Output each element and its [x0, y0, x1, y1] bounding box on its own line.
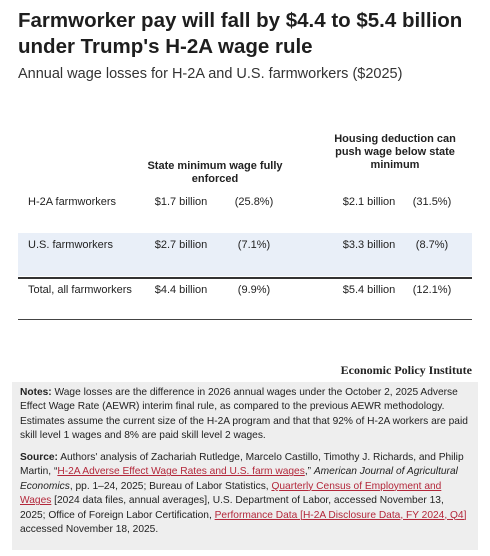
source-label: Source:	[20, 452, 58, 463]
source-text: ,”	[304, 466, 314, 478]
state-min-value: $4.4 billion	[154, 284, 208, 296]
notes-text: Wage losses are the difference in 2026 a…	[20, 387, 468, 442]
notes-paragraph: Notes: Wage losses are the difference in…	[20, 386, 472, 444]
table-row-total: Total, all farmworkers $4.4 billion (9.9…	[18, 278, 472, 321]
source-link-performance-data[interactable]: Performance Data [H-2A Disclosure Data, …	[214, 509, 467, 521]
brand-logo-text: Economic Policy Institute	[340, 363, 472, 377]
source-text: [2024 data files, annual averages], U.S.…	[20, 495, 444, 521]
notes-label: Notes:	[20, 387, 52, 398]
source-text: , pp. 1–24, 2025; Bureau of Labor Statis…	[69, 480, 272, 492]
table-bottom-rule	[18, 319, 472, 320]
housing-value: $5.4 billion	[342, 284, 396, 296]
source-paragraph: Source: Authors' analysis of Zachariah R…	[20, 451, 472, 537]
source-text: accessed November 18, 2025.	[20, 524, 159, 536]
state-min-percent: (9.9%)	[237, 284, 271, 296]
state-min-percent: (25.8%)	[234, 196, 274, 208]
housing-percent: (12.1%)	[412, 284, 452, 296]
table-row: U.S. farmworkers $2.7 billion (7.1%) $3.…	[18, 233, 472, 276]
state-min-percent: (7.1%)	[237, 239, 271, 251]
table-row: H-2A farmworkers $1.7 billion (25.8%) $2…	[18, 190, 472, 233]
column-header-state-minimum: State minimum wage fully enforced	[147, 160, 283, 185]
row-label: Total, all farmworkers	[28, 284, 132, 296]
total-divider	[18, 277, 472, 279]
housing-percent: (31.5%)	[412, 196, 452, 208]
row-label: H-2A farmworkers	[28, 196, 117, 208]
state-min-value: $2.7 billion	[154, 239, 208, 251]
row-label: U.S. farmworkers	[28, 239, 113, 251]
state-min-value: $1.7 billion	[154, 196, 208, 208]
journal-name: American Journal of Agricultural Economi…	[20, 466, 458, 492]
notes-panel	[12, 382, 478, 550]
source-link-qcew[interactable]: Quarterly Census of Employment and Wages	[20, 480, 442, 507]
housing-value: $3.3 billion	[342, 239, 396, 251]
housing-value: $2.1 billion	[342, 196, 396, 208]
chart-subtitle: Annual wage losses for H-2A and U.S. far…	[18, 66, 403, 82]
chart-title: Farmworker pay will fall by $4.4 to $5.4…	[18, 9, 463, 58]
housing-percent: (8.7%)	[415, 239, 449, 251]
source-link-aewr-paper[interactable]: H-2A Adverse Effect Wage Rates and U.S. …	[57, 466, 305, 478]
column-header-housing-deduction: Housing deduction can push wage below st…	[334, 133, 456, 171]
source-text: Authors' analysis of Zachariah Rutledge,…	[20, 452, 464, 478]
